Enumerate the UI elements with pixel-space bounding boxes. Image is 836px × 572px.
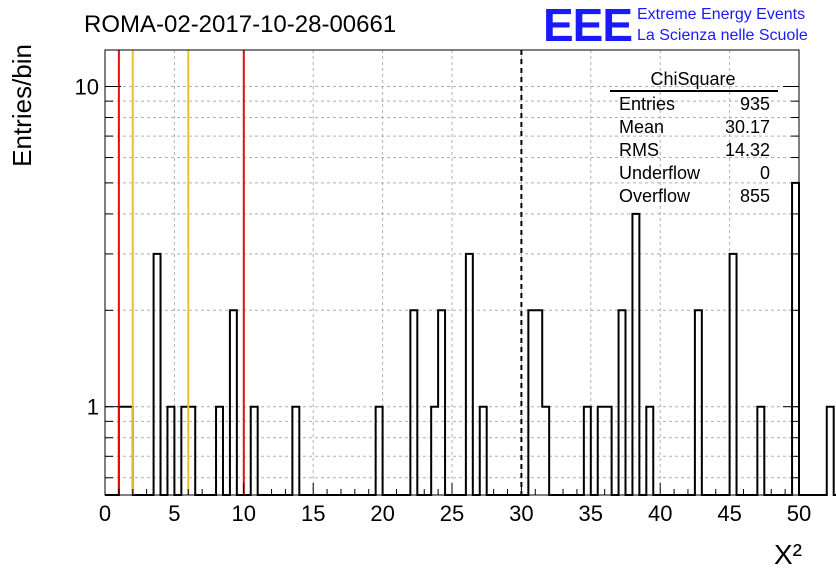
stats-label: Entries (619, 94, 675, 114)
histogram-bin (154, 254, 161, 495)
histogram-bin (792, 183, 799, 495)
histogram-bin (438, 310, 445, 495)
histogram-bin (188, 407, 195, 495)
stats-box: ChiSquare Entries 935 Mean 30.17 RMS 14.32 Und… (610, 69, 778, 206)
histogram-bin (827, 407, 834, 495)
y-tick-label: 10 (75, 74, 99, 99)
x-tick-label: 50 (787, 501, 811, 526)
axis-ticks: 0 5 10 15 20 25 30 35 40 45 50 1 10 (75, 74, 812, 526)
histogram-bin (292, 407, 299, 495)
histogram-bin (376, 407, 383, 495)
histogram-outline (105, 181, 836, 496)
histogram-bin (230, 310, 237, 495)
stats-value: 935 (740, 94, 770, 114)
x-tick-label: 15 (301, 501, 325, 526)
histogram-bin (619, 310, 626, 495)
histogram-bin (480, 407, 487, 495)
stats-label: Mean (619, 117, 664, 137)
histogram-bin (542, 407, 549, 495)
histogram-bin (119, 407, 126, 495)
logo-line-2: La Scienza nelle Scuole (637, 27, 808, 44)
histogram-bin (695, 310, 702, 495)
x-tick-label: 40 (648, 501, 672, 526)
histogram-bin (126, 407, 133, 495)
histogram-bin (757, 407, 764, 495)
y-axis-label: Entries/bin (7, 44, 37, 167)
stats-value: 0 (760, 163, 770, 183)
marker-lines (117, 50, 523, 495)
histogram-bin (646, 407, 653, 495)
stats-label: Overflow (619, 186, 691, 206)
histogram-series (105, 181, 836, 496)
stats-label: RMS (619, 140, 659, 160)
histogram-bin (466, 254, 473, 495)
x-tick-label: 25 (440, 501, 464, 526)
stats-label: Underflow (619, 163, 701, 183)
x-tick-label: 0 (99, 501, 111, 526)
stats-value: 14.32 (725, 140, 770, 160)
grid (105, 50, 799, 495)
x-tick-label: 20 (370, 501, 394, 526)
histogram-bin (431, 407, 438, 495)
histogram-bin (535, 310, 542, 495)
logo-line-1: Extreme Energy Events (637, 6, 805, 23)
histogram-bin (251, 407, 258, 495)
histogram-bin (167, 407, 174, 495)
x-tick-label: 5 (168, 501, 180, 526)
histogram-bin (216, 407, 223, 495)
histogram-bin (181, 407, 188, 495)
stats-value: 855 (740, 186, 770, 206)
histogram-bin (730, 254, 737, 495)
x-tick-label: 10 (232, 501, 256, 526)
histogram-bin (605, 407, 612, 495)
run-title: ROMA-02-2017-10-28-00661 (84, 11, 396, 38)
histogram-bin (528, 310, 535, 495)
x-tick-label: 35 (579, 501, 603, 526)
eee-logo: EEE (543, 0, 632, 51)
x-tick-label: 45 (717, 501, 741, 526)
histogram-bin (584, 407, 591, 495)
x-axis-label: X² (774, 539, 802, 570)
histogram-bin (632, 214, 639, 495)
histogram-bin (598, 407, 605, 495)
stats-title: ChiSquare (650, 69, 735, 89)
histogram-bin (410, 310, 417, 495)
stats-value: 30.17 (725, 117, 770, 137)
y-tick-label: 1 (87, 395, 99, 420)
x-tick-label: 30 (509, 501, 533, 526)
